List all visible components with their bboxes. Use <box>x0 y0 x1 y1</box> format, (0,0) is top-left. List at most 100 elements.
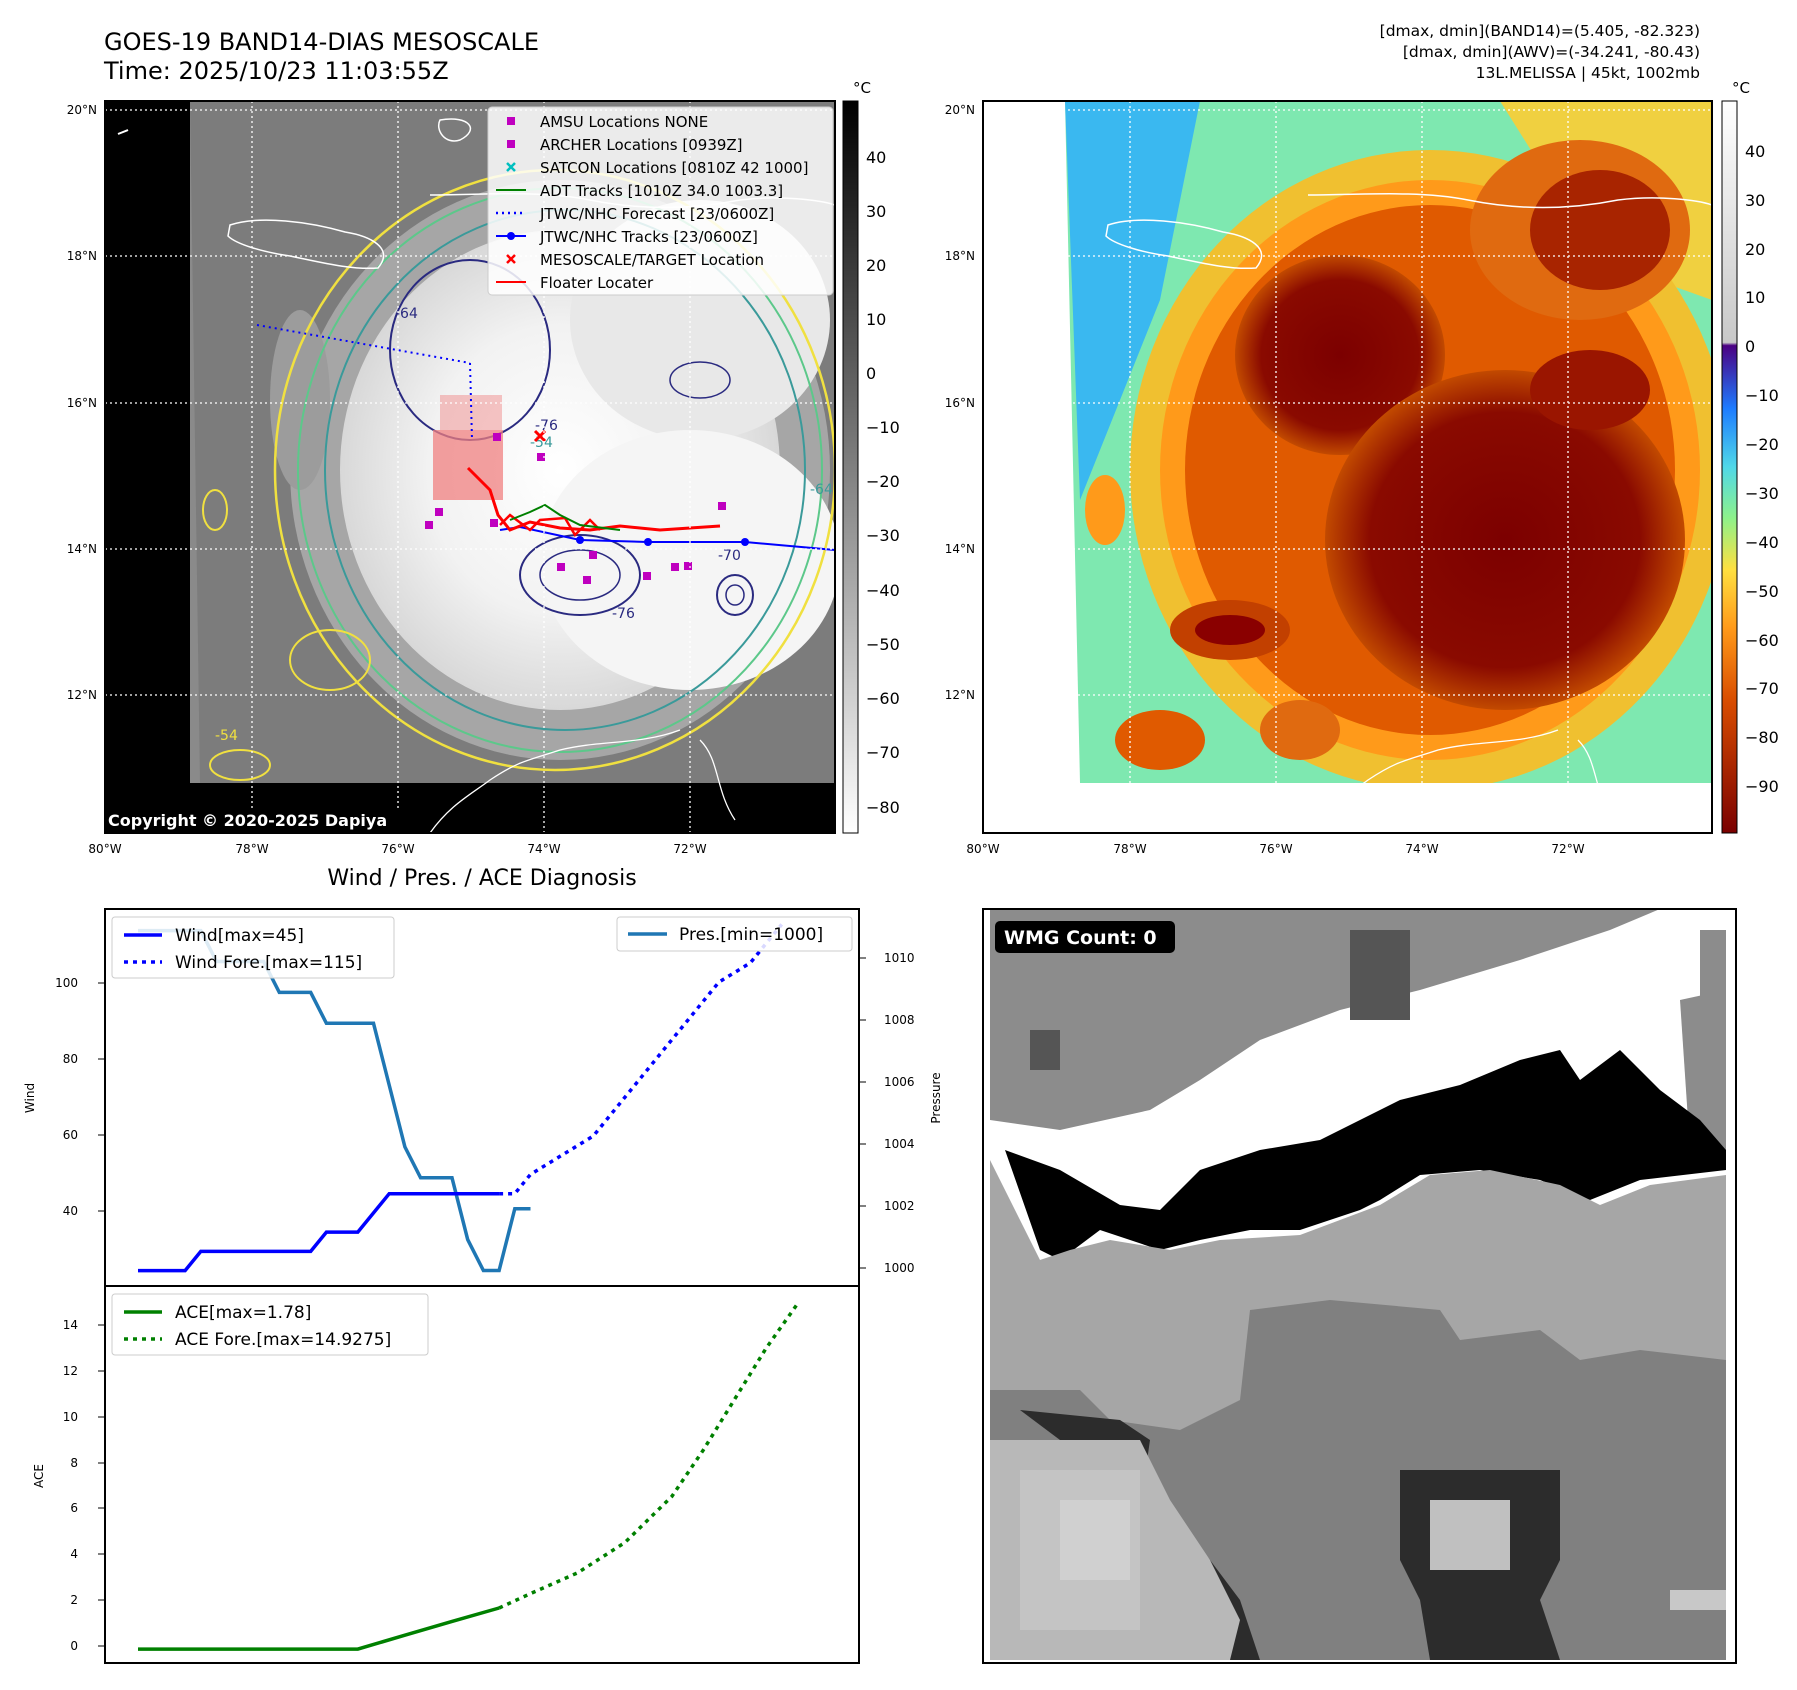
ace-tick: 4 <box>70 1547 78 1561</box>
info-line-1: [dmax, dmin](BAND14)=(5.405, -82.323) <box>1379 22 1700 40</box>
colorbar-tick: −10 <box>866 418 900 437</box>
colorbar-tick: −20 <box>866 472 900 491</box>
lon-label: 72°W <box>1551 842 1584 856</box>
colorbar-tick: −60 <box>866 689 900 708</box>
pressure-ticks: 1010 1008 1006 1004 1002 1000 <box>859 951 915 1275</box>
pressure-tick: 1004 <box>884 1137 915 1151</box>
ace-tick: 14 <box>63 1318 78 1332</box>
legend-x-marker <box>506 254 516 264</box>
lat-label: 16°N <box>67 396 97 410</box>
colorbar-tick: −40 <box>1745 533 1779 552</box>
colorbar-awv: °C 40 30 20 10 0 −10 −20 −30 −40 −50 −60… <box>1721 79 1779 834</box>
colorbar-unit: °C <box>1732 79 1750 97</box>
lon-label: 76°W <box>381 842 414 856</box>
legend-item: MESOSCALE/TARGET Location <box>540 251 764 269</box>
ace-tick: 6 <box>70 1501 78 1515</box>
lon-label: 78°W <box>235 842 268 856</box>
colorbar-tick: −50 <box>1745 582 1779 601</box>
diag-title: Wind / Pres. / ACE Diagnosis <box>327 866 636 891</box>
lon-label: 78°W <box>1113 842 1146 856</box>
pressure-legend: Pres.[min=1000] <box>616 916 853 952</box>
lon-label: 76°W <box>1259 842 1292 856</box>
lon-label: 80°W <box>966 842 999 856</box>
colorbar-tick: −30 <box>1745 484 1779 503</box>
colorbar-tick: 0 <box>1745 337 1755 356</box>
chart-title-line2: Time: 2025/10/23 11:03:55Z <box>104 57 449 85</box>
colorbar-tick: −70 <box>866 743 900 762</box>
lat-label: 14°N <box>945 542 975 556</box>
legend-square-marker <box>507 117 515 125</box>
lat-label: 18°N <box>945 249 975 263</box>
colorbar-tick: −80 <box>866 798 900 817</box>
wind-tick: 80 <box>63 1052 78 1066</box>
right-lon-labels: 80°W 78°W 76°W 74°W 72°W <box>966 842 1584 856</box>
colorbar-tick: −50 <box>866 635 900 654</box>
legend-item: ARCHER Locations [0939Z] <box>540 136 743 154</box>
colorbar-tick: 20 <box>866 256 886 275</box>
colorbar-tick: 10 <box>866 310 886 329</box>
colorbar-tick: 40 <box>1745 142 1765 161</box>
map-legend: AMSU Locations NONE ARCHER Locations [09… <box>487 106 834 296</box>
colorbar-unit: °C <box>853 79 871 97</box>
legend-pres: Pres.[min=1000] <box>679 925 823 945</box>
wind-tick: 60 <box>63 1128 78 1142</box>
lat-label: 16°N <box>945 396 975 410</box>
wind-forecast-series-line <box>499 923 784 1196</box>
contour-label: -64 <box>810 482 833 498</box>
ace-forecast-series-line <box>498 1302 799 1610</box>
lat-label: 12°N <box>67 688 97 702</box>
lat-label: 20°N <box>67 103 97 117</box>
wind-series-line <box>138 1191 500 1273</box>
contour-label: -70 <box>718 548 741 564</box>
forecast-track-north <box>469 362 473 441</box>
legend-item: Floater Locater <box>540 274 654 292</box>
colorbar-grayscale: °C 40 30 20 10 0 −10 −20 −30 −40 −50 −60… <box>842 79 900 834</box>
colorbar-tick: −90 <box>1745 777 1779 796</box>
pressure-tick: 1000 <box>884 1261 915 1275</box>
ace-tick: 10 <box>63 1410 78 1424</box>
lon-label: 74°W <box>1405 842 1438 856</box>
lon-label: 74°W <box>527 842 560 856</box>
floater-box <box>433 430 503 500</box>
right-lat-labels: 20°N 18°N 16°N 14°N 12°N <box>945 103 975 702</box>
colorbar-tick: 0 <box>866 364 876 383</box>
legend-ace-fore: ACE Fore.[max=14.9275] <box>175 1330 391 1350</box>
legend-item: SATCON Locations [0810Z 42 1000] <box>540 159 808 177</box>
awv-map <box>983 101 1712 833</box>
legend-square-marker <box>507 140 515 148</box>
ace-ylabel: ACE <box>32 1464 46 1488</box>
colorbar-tick: −80 <box>1745 728 1779 747</box>
ace-tick: 12 <box>63 1364 78 1378</box>
lat-label: 20°N <box>945 103 975 117</box>
left-lon-labels: 80°W 78°W 76°W 74°W 72°W <box>88 842 706 856</box>
ace-tick: 8 <box>70 1456 78 1470</box>
info-line-3: 13L.MELISSA | 45kt, 1002mb <box>1475 64 1700 82</box>
lat-label: 18°N <box>67 249 97 263</box>
floater-track <box>466 466 721 532</box>
colorbar-tick: −40 <box>866 581 900 600</box>
copyright-text: Copyright © 2020-2025 Dapiya <box>108 811 387 830</box>
ace-ticks: 14 12 10 8 6 4 2 0 <box>63 1318 105 1653</box>
colorbar-tick: −70 <box>1745 679 1779 698</box>
contour-label: -76 <box>612 606 635 622</box>
ace-series-line <box>138 1606 500 1651</box>
legend-x-marker <box>506 162 516 172</box>
wmg-frame <box>982 908 1737 1664</box>
colorbar-tick: 10 <box>1745 288 1765 307</box>
colorbar-tick: 40 <box>866 148 886 167</box>
legend-item: ADT Tracks [1010Z 34.0 1003.3] <box>540 182 783 200</box>
wind-ylabel: Wind <box>23 1083 37 1113</box>
ace-tick: 2 <box>70 1593 78 1607</box>
colorbar-tick: −60 <box>1745 631 1779 650</box>
forecast-track-west <box>256 324 471 364</box>
chart-title-line1: GOES-19 BAND14-DIAS MESOSCALE <box>104 28 540 56</box>
left-lat-labels: 20°N 18°N 16°N 14°N 12°N <box>67 103 97 702</box>
legend-item: JTWC/NHC Forecast [23/0600Z] <box>539 205 774 223</box>
pressure-tick: 1010 <box>884 951 915 965</box>
awv-map-frame <box>982 100 1713 834</box>
pressure-tick: 1008 <box>884 1013 915 1027</box>
legend-wind-fore: Wind Fore.[max=115] <box>175 953 362 973</box>
contour-label: -64 <box>395 306 418 322</box>
pressure-tick: 1002 <box>884 1199 915 1213</box>
